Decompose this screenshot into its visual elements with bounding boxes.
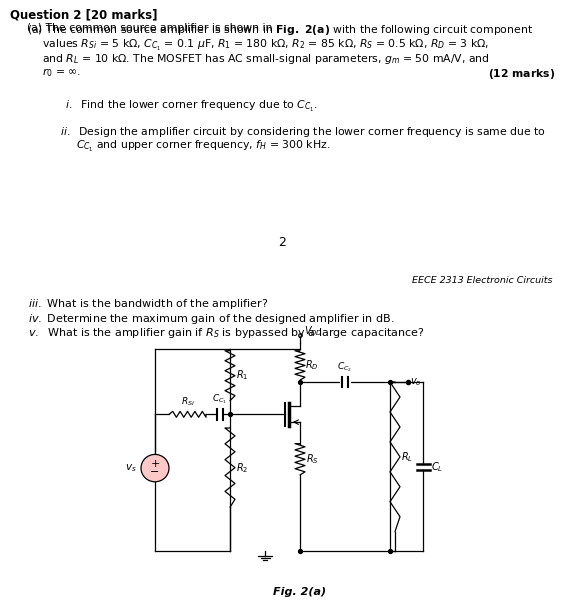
Text: EECE 2313 Electronic Circuits: EECE 2313 Electronic Circuits bbox=[412, 276, 553, 286]
Text: $R_S$: $R_S$ bbox=[306, 453, 319, 466]
Text: (a) The common source amplifier is shown in $\mathbf{Fig.\ 2(a)}$ with the follo: (a) The common source amplifier is shown… bbox=[27, 23, 533, 37]
Text: $v_o$: $v_o$ bbox=[410, 376, 421, 388]
Text: 2: 2 bbox=[278, 237, 286, 249]
Text: $\mathbf{\it{iii.}}$ What is the bandwidth of the amplifier?: $\mathbf{\it{iii.}}$ What is the bandwid… bbox=[28, 297, 268, 311]
Text: $C_{C_2}$: $C_{C_2}$ bbox=[337, 361, 353, 374]
Text: $R_1$: $R_1$ bbox=[236, 368, 249, 382]
Text: $v_s$: $v_s$ bbox=[125, 462, 137, 474]
Text: Fig. 2(a): Fig. 2(a) bbox=[273, 587, 327, 597]
Text: $\mathbf{\it{v.}}$  What is the amplifier gain if $R_S$ is bypassed by a large c: $\mathbf{\it{v.}}$ What is the amplifier… bbox=[28, 326, 424, 341]
Text: $\mathbf{\it{iv.}}$ Determine the maximum gain of the designed amplifier in dB.: $\mathbf{\it{iv.}}$ Determine the maximu… bbox=[28, 312, 394, 325]
Text: $r_0$ = $\infty$.: $r_0$ = $\infty$. bbox=[42, 67, 81, 79]
Text: $C_L$: $C_L$ bbox=[431, 460, 443, 474]
Text: $R_D$: $R_D$ bbox=[305, 359, 319, 372]
Text: (a) The common source amplifier is shown in: (a) The common source amplifier is shown… bbox=[27, 23, 276, 33]
Text: +: + bbox=[150, 459, 160, 469]
Text: $R_2$: $R_2$ bbox=[236, 461, 249, 474]
Text: $C_{C_1}$ and upper corner frequency, $f_H$ = 300 kHz.: $C_{C_1}$ and upper corner frequency, $f… bbox=[76, 139, 331, 154]
Text: and $R_L$ = 10 k$\Omega$. The MOSFET has AC small-signal parameters, $g_m$ = 50 : and $R_L$ = 10 k$\Omega$. The MOSFET has… bbox=[42, 52, 490, 66]
Text: $R_{Si}$: $R_{Si}$ bbox=[180, 396, 194, 408]
Text: values $R_{Si}$ = 5 k$\Omega$, $C_{C_1}$ = 0.1 $\mu$F, $R_1$ = 180 k$\Omega$, $R: values $R_{Si}$ = 5 k$\Omega$, $C_{C_1}$… bbox=[42, 38, 489, 53]
Text: $\it{i.}$  Find the lower corner frequency due to $C_{C_1}$.: $\it{i.}$ Find the lower corner frequenc… bbox=[65, 99, 318, 114]
Text: $C_{C_1}$: $C_{C_1}$ bbox=[212, 393, 228, 407]
Text: −: − bbox=[150, 467, 160, 477]
Text: $\mathbf{(12\ marks)}$: $\mathbf{(12\ marks)}$ bbox=[488, 67, 555, 80]
Text: $\it{ii.}$  Design the amplifier circuit by considering the lower corner frequen: $\it{ii.}$ Design the amplifier circuit … bbox=[60, 125, 546, 139]
Text: Question 2 [20 marks]: Question 2 [20 marks] bbox=[10, 8, 158, 21]
Text: $V_{DD}$: $V_{DD}$ bbox=[304, 324, 323, 338]
Text: $R_L$: $R_L$ bbox=[401, 450, 413, 464]
Circle shape bbox=[141, 454, 169, 482]
